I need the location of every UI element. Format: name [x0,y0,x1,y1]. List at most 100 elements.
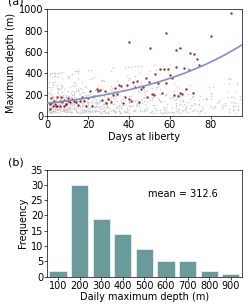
Point [107,96,111,101]
Point [76,71,80,76]
Point [209,91,213,96]
Point [72,100,76,105]
Point [56,70,60,75]
Point [100,77,104,82]
Point [115,110,119,115]
Point [75,68,79,73]
Point [50,94,54,98]
Point [125,105,129,110]
Point [82,108,86,113]
Bar [179,261,196,277]
Point [164,91,168,96]
Point [137,99,141,104]
Point [74,101,78,105]
Point [117,82,121,87]
Point [62,97,66,102]
Point [60,90,64,95]
Point [209,104,213,109]
Point [77,105,81,110]
Point [204,97,208,102]
Point [86,107,90,112]
Point [162,106,166,111]
Point [66,109,70,114]
Point [227,109,231,114]
Point [93,109,97,114]
Point [88,105,92,110]
Point [74,106,78,111]
Point [76,68,80,73]
Point [67,94,71,98]
Point [163,93,167,98]
Point [76,110,80,115]
Point [56,104,60,109]
Point [49,92,53,96]
Point [99,107,103,112]
Point [58,95,62,100]
Point [125,110,129,115]
Point [127,100,131,105]
Point [60,70,64,75]
Point [102,109,106,113]
Point [166,67,170,72]
Point [51,94,55,99]
Point [121,86,125,91]
Point [223,101,227,106]
Point [55,95,59,100]
Point [113,94,117,98]
Point [74,100,78,105]
Point [127,101,131,105]
Point [82,98,86,103]
Point [139,64,143,68]
Point [82,96,86,101]
Point [148,109,152,114]
Point [98,88,102,93]
Point [56,107,60,112]
Point [62,106,66,111]
Point [104,106,108,111]
Point [80,98,84,103]
Point [59,100,63,105]
Point [53,105,57,110]
Point [164,107,168,112]
Point [50,110,54,115]
Point [64,110,68,115]
Point [94,101,98,105]
Point [110,85,114,90]
Point [53,80,57,85]
Point [107,107,111,112]
Point [115,104,119,109]
Point [138,71,142,75]
Point [56,87,60,92]
Point [151,103,155,108]
Point [111,92,115,96]
Point [67,106,71,111]
Point [186,92,190,96]
Point [164,80,168,85]
Point [170,95,174,99]
Point [96,84,100,88]
Bar [222,274,239,277]
Point [102,102,106,106]
Point [80,90,84,95]
Point [129,104,133,109]
Point [138,107,142,112]
Point [145,95,149,99]
Point [238,96,242,101]
Point [131,102,135,107]
Point [86,100,90,105]
Point [99,78,103,83]
Point [143,109,147,114]
Point [127,104,131,109]
Point [64,109,68,114]
Point [140,101,144,105]
Point [236,104,240,109]
Point [84,102,88,107]
Point [236,107,240,112]
Point [76,76,80,81]
Point [66,73,70,78]
Point [86,108,90,113]
Point [190,95,194,100]
Point [115,92,119,97]
Point [60,95,64,100]
Point [125,85,129,90]
